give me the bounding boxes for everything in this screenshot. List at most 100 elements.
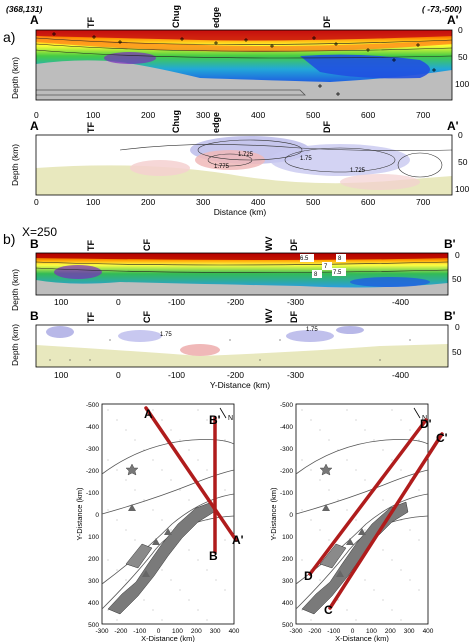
xtick: 0 [116,297,121,307]
panel-b-depth-0: 0 [455,250,460,260]
xtick: -100 [168,370,185,380]
station-dot [418,589,420,591]
profile-endpoint-label: B [209,549,218,563]
station-dot [337,599,339,601]
xtick: 400 [251,197,265,207]
map-ytick: 0 [95,512,99,519]
station-dot [346,509,348,511]
map-xtick: 300 [404,628,415,635]
station-dot [143,499,145,501]
panel-a-label: a) [3,29,15,45]
panel-a-depth-100-lower: 100 [455,184,469,194]
map-ytick: -200 [86,468,99,475]
panel-b-xlabel: Y-Distance (km) [210,380,270,390]
feature-edge-a2: edge [211,112,221,133]
station-dot [355,469,357,471]
profile-endpoint-label: A [144,407,153,421]
xtick: 100 [86,197,100,207]
station-dot [346,409,348,411]
station-dot [400,469,402,471]
xtick: -200 [227,370,244,380]
feature-tf-a: TF [86,17,96,28]
xtick: 700 [416,197,430,207]
station-dot [116,469,118,471]
map-xtick: 200 [385,628,396,635]
map-xtick: 300 [210,628,221,635]
feature-df-b2: DF [289,311,299,323]
station-dot [161,569,163,571]
station-dot [179,439,181,441]
station-dot [364,479,366,481]
map-ytick: 400 [88,600,99,607]
station-dot [107,409,109,411]
station-dot [364,529,366,531]
station-dot [310,469,312,471]
station-dot [107,509,109,511]
map-ytick: -400 [86,424,99,431]
panel-a-ylabel: Depth (km) [10,57,20,99]
xtick: 600 [361,110,375,120]
xtick: 0 [34,110,39,120]
map-xtick: 400 [423,628,434,635]
station-dot [364,579,366,581]
profile-endpoint-label: C [324,603,333,617]
map-ytick: -100 [86,490,99,497]
panel-a-depth-100: 100 [455,79,469,89]
station-dot [355,519,357,521]
volcano-icon [346,538,354,545]
profile-line [144,406,238,542]
station-dot [224,589,226,591]
endpoint-a: A [30,13,39,27]
station-dot [170,579,172,581]
station-dot [328,539,330,541]
volcano-icon [142,570,150,577]
station-dot [382,599,384,601]
map-ytick: 200 [282,556,293,563]
panel-b-ylabel: Depth (km) [10,269,20,311]
station-dot [170,529,172,531]
map-ytick: 400 [282,600,293,607]
xtick: -300 [287,370,304,380]
map-xtick: 100 [172,628,183,635]
station-dot [319,479,321,481]
station-dot [161,619,163,621]
panel-b-depth-50-lower: 50 [452,347,462,357]
station-dot [152,409,154,411]
contour-label: 1.775 [214,164,230,170]
map-ytick: 100 [88,534,99,541]
panel-a-ylabel-lower: Depth (km) [10,144,20,186]
feature-tf-a2: TF [86,122,96,133]
feature-edge-a: edge [211,7,221,28]
map-xtick: 400 [229,628,240,635]
station-dot [116,569,118,571]
xtick: -200 [227,297,244,307]
station-dot [328,439,330,441]
north-arrow-icon [413,407,421,419]
panel-a-depth-0-lower: 0 [458,130,463,140]
station-dot [161,469,163,471]
profile-endpoint-label: C' [436,431,448,445]
panel-b-xticks-top: 100 0 -100 -200 -300 -400 [54,297,409,307]
station-dot [310,619,312,621]
station-dot [125,479,127,481]
xtick: 500 [306,110,320,120]
feature-cf-b2: CF [142,311,152,323]
station-dot [301,509,303,511]
north-arrow-icon [219,407,227,419]
panel-a-depth-50: 50 [458,52,468,62]
station-dot [400,419,402,421]
island-landmass [125,543,153,569]
contour-label: 1.725 [238,152,254,158]
feature-chug-a: Chug [171,5,181,28]
xtick: 0 [34,197,39,207]
feature-tf-b2: TF [86,312,96,323]
contour-label: 7.5 [333,270,342,276]
station-dot [179,489,181,491]
station-dot [197,609,199,611]
station-dot [197,559,199,561]
station-dot [400,569,402,571]
endpoint-b-prime: B' [444,237,456,251]
station-dot [310,419,312,421]
station-dot [355,619,357,621]
station-dot [418,489,420,491]
